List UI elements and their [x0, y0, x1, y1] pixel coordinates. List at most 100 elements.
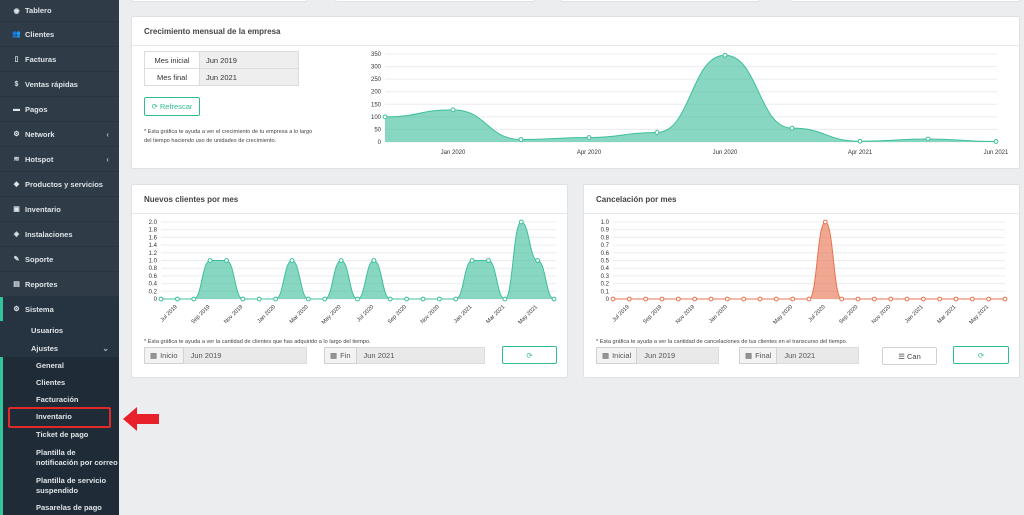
x-tick-label: Jul 2019: [612, 304, 631, 323]
sidebar-item-label: Network: [25, 129, 55, 139]
data-point: [387, 296, 393, 302]
sidebar-item-facturas[interactable]: ▯ Facturas: [0, 47, 119, 72]
ajustes-item-label: Ticket de pago: [36, 430, 89, 439]
tag-icon: ◆: [13, 181, 20, 188]
y-tick-label: 0.8: [601, 235, 610, 241]
ajustes-item-general[interactable]: General: [0, 357, 119, 374]
sidebar-item-soporte[interactable]: ✎ Soporte: [0, 247, 119, 272]
inicial-field[interactable]: Jun 2019: [637, 347, 720, 364]
data-point: [240, 296, 246, 302]
ajustes-item-plantilla[interactable]: Plantilla de servicio suspendido: [0, 472, 119, 500]
data-point: [871, 296, 877, 302]
users-icon: 👥: [12, 31, 21, 38]
ajustes-item-inventario[interactable]: Inventario: [0, 408, 119, 426]
x-tick-label: Apr 2021: [848, 150, 873, 156]
ajustes-item-ticket[interactable]: Ticket de pago: [0, 426, 119, 444]
data-point: [675, 296, 681, 302]
chevron-left-icon: ‹: [106, 154, 109, 164]
ajustes-item-plantilla[interactable]: Plantilla de notificación por correo: [0, 444, 119, 472]
data-point: [453, 296, 459, 302]
data-point: [450, 107, 456, 113]
y-tick-label: 50: [374, 127, 381, 133]
dashboard-icon: ◉: [13, 7, 20, 15]
data-point: [404, 296, 410, 302]
x-tick-label: May 2020: [321, 304, 343, 326]
data-point: [708, 296, 714, 302]
sidebar-item-productos-y-servicios[interactable]: ◆ Productos y servicios: [0, 172, 119, 197]
data-point: [289, 258, 295, 263]
sidebar-item-reportes[interactable]: ▤ Reportes: [0, 272, 119, 297]
data-point: [969, 296, 975, 302]
data-point: [1002, 296, 1008, 302]
cogs-icon: ⚙: [13, 306, 20, 313]
panel-title: Cancelación por mes: [596, 195, 677, 204]
report-icon: ▤: [13, 281, 20, 288]
calendar-icon: ▦: [745, 351, 753, 360]
y-tick-label: 1.0: [601, 220, 610, 226]
y-tick-label: 200: [371, 90, 382, 96]
sidebar-item-label: Clientes: [25, 29, 55, 39]
sidebar-item-pagos[interactable]: ▬ Pagos: [0, 97, 119, 122]
sidebar-subitem-ajustes[interactable]: Ajustes ⌄: [0, 339, 119, 357]
inicio-field[interactable]: Jun 2019: [183, 347, 307, 364]
data-point: [937, 296, 943, 302]
ajustes-item-facturación[interactable]: Facturación: [0, 391, 119, 408]
calendar-icon: ▦: [602, 351, 610, 360]
ajustes-item-label: Facturación: [36, 394, 79, 404]
top-card: [560, 0, 760, 2]
refresh-button[interactable]: ⟳: [502, 346, 557, 364]
y-tick-label: 0.7: [601, 243, 610, 249]
sidebar-item-inventario[interactable]: ▣ Inventario: [0, 197, 119, 222]
data-point: [806, 296, 812, 302]
data-point: [191, 296, 197, 302]
refresh-button[interactable]: ⟳ Refrescar: [144, 97, 200, 116]
sidebar-item-clientes[interactable]: 👥 Clientes: [0, 22, 119, 47]
fin-field[interactable]: Jun 2021: [356, 347, 485, 364]
data-point: [855, 296, 861, 302]
sidebar-item-sistema[interactable]: ⚙ Sistema: [0, 297, 119, 322]
ajustes-item-pasarelas[interactable]: Pasarelas de pago: [0, 500, 119, 515]
data-point: [757, 296, 763, 302]
refresh-button[interactable]: ⟳: [953, 346, 1009, 364]
y-tick-label: 300: [371, 65, 382, 71]
ajustes-item-label: General: [36, 360, 64, 370]
data-point: [822, 219, 828, 225]
sidebar-item-hotspot[interactable]: ≋ Hotspot ‹: [0, 147, 119, 172]
x-tick-label: Jan 2020: [441, 150, 466, 156]
data-point: [518, 137, 524, 142]
data-point: [741, 296, 747, 302]
sidebar-item-instalaciones[interactable]: ◈ Instalaciones: [0, 222, 119, 247]
y-tick-label: 0.4: [601, 266, 610, 272]
mes-final-field[interactable]: Jun 2021: [199, 68, 299, 86]
data-point: [925, 136, 931, 142]
file-icon: ▯: [14, 56, 19, 63]
data-point: [659, 296, 665, 302]
refresh-icon: ⟳: [151, 102, 158, 111]
mes-inicial-field[interactable]: Jun 2019: [199, 51, 299, 69]
inicial-addon: ▦ Inicial: [596, 347, 638, 364]
sidebar-subitem-usuarios[interactable]: Usuarios: [0, 321, 119, 339]
data-point: [789, 125, 795, 131]
sidebar-item-ventas-rápidas[interactable]: $ Ventas rápidas: [0, 72, 119, 97]
data-point: [724, 296, 730, 302]
ajustes-item-clientes[interactable]: Clientes: [0, 374, 119, 391]
tool-icon: ✎: [13, 256, 20, 263]
data-point: [256, 296, 262, 302]
y-tick-label: 0: [378, 140, 382, 146]
y-tick-label: 1.0: [149, 259, 158, 265]
new-clients-note: * Esta gráfica te ayuda a ver la cantida…: [144, 339, 371, 345]
sidebar-item-tablero[interactable]: ◉ Tablero: [0, 0, 119, 22]
data-point: [920, 296, 926, 302]
sidebar-item-network[interactable]: ⚙ Network ‹: [0, 122, 119, 147]
data-point: [338, 258, 344, 263]
data-point: [420, 296, 426, 302]
mes-final-label: Mes final: [144, 68, 200, 86]
y-tick-label: 2.0: [149, 220, 158, 226]
ajustes-item-label: Pasarelas de pago: [36, 502, 102, 512]
can-button[interactable]: ☰ Can: [882, 347, 937, 365]
final-field[interactable]: Jun 2021: [777, 347, 860, 364]
data-point: [355, 296, 360, 302]
x-tick-label: Nov 2020: [871, 304, 892, 325]
data-point: [371, 258, 377, 263]
